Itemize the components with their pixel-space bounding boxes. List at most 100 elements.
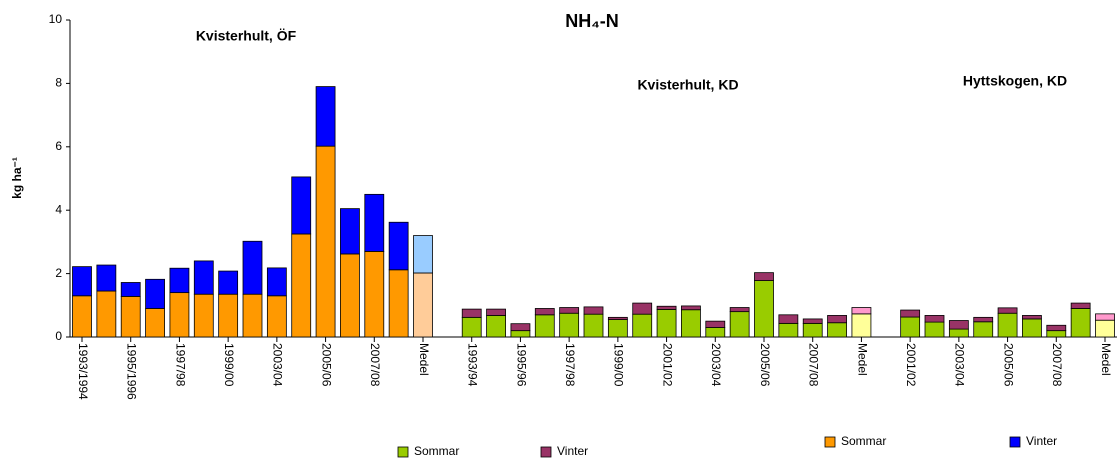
- x-tick-label: 1997/98: [563, 343, 577, 387]
- bar-segment: [96, 264, 117, 292]
- bar-segment: [388, 269, 409, 338]
- bar-segment: [754, 280, 774, 338]
- annotation: Kvisterhult, KD: [637, 77, 738, 93]
- bar-segment: [340, 253, 360, 338]
- bar-segment: [632, 313, 653, 338]
- bar-segment: [242, 293, 263, 338]
- bar-segment: [1095, 313, 1115, 321]
- bar-segment: [364, 251, 385, 338]
- bar-segment: [583, 306, 604, 315]
- bar-segment: [461, 316, 482, 338]
- bar-segment: [510, 330, 531, 338]
- bar-segment: [120, 282, 141, 297]
- x-tick-label: 2001/02: [660, 343, 674, 387]
- y-axis-label: kg ha⁻¹: [10, 157, 24, 199]
- bar-segment: [1095, 319, 1115, 338]
- bar-segment: [802, 322, 823, 338]
- bar-segment: [1022, 315, 1042, 320]
- legend-label: Vinter: [1026, 434, 1057, 448]
- bar-segment: [1070, 302, 1091, 309]
- bar-segment: [973, 321, 994, 338]
- y-tick-label: 10: [49, 12, 63, 26]
- legend-swatch: [1009, 436, 1021, 448]
- annotation: Kvisterhult, ÖF: [196, 28, 297, 44]
- legend-label: Vinter: [557, 444, 588, 458]
- bar-segment: [559, 307, 580, 314]
- bar-segment: [607, 319, 628, 338]
- bar-segment: [705, 327, 726, 338]
- bar-segment: [827, 315, 847, 324]
- bar-segment: [900, 309, 921, 318]
- x-tick-label: 2007/08: [807, 343, 821, 387]
- bar-segment: [340, 208, 360, 255]
- x-tick-label: Medel: [855, 343, 869, 376]
- x-tick-label: 1993/94: [466, 343, 480, 387]
- bar-segment: [218, 270, 239, 295]
- bar-segment: [510, 323, 531, 332]
- bar-segment: [266, 295, 287, 338]
- legend-swatch: [397, 446, 409, 458]
- bar-segment: [948, 328, 969, 338]
- bar-segment: [291, 233, 312, 338]
- bar-segment: [997, 307, 1018, 314]
- bar-segment: [364, 193, 385, 252]
- x-tick-label: 1997/98: [173, 343, 187, 387]
- bar-segment: [120, 296, 141, 338]
- bar-segment: [388, 221, 409, 271]
- x-tick-label: Medel: [417, 343, 431, 376]
- y-tick-label: 0: [55, 329, 62, 343]
- bar-segment: [413, 272, 433, 338]
- bar-segment: [924, 315, 945, 323]
- x-tick-label: 2003/04: [271, 343, 285, 387]
- bar-segment: [169, 292, 190, 338]
- x-tick-label: 2005/06: [1001, 343, 1015, 387]
- bar-segment: [242, 240, 263, 295]
- legend-label: Sommar: [841, 434, 886, 448]
- bar-segment: [656, 309, 677, 338]
- bar-segment: [607, 316, 628, 320]
- bar-segment: [534, 314, 555, 338]
- bar-segment: [266, 267, 287, 297]
- x-tick-label: 2001/02: [904, 343, 918, 387]
- x-tick-label: 2007/08: [368, 343, 382, 387]
- annotation: Hyttskogen, KD: [963, 73, 1067, 89]
- x-tick-label: 2007/08: [1050, 343, 1064, 387]
- bar-segment: [754, 272, 774, 281]
- legend-swatch: [540, 446, 552, 458]
- bar-segment: [778, 322, 799, 338]
- bar-segment: [705, 320, 726, 328]
- y-tick-label: 8: [55, 76, 62, 90]
- bar-segment: [193, 293, 214, 338]
- bar-segment: [851, 307, 872, 315]
- bar-segment: [583, 313, 604, 338]
- x-tick-label: Medel: [1099, 343, 1113, 376]
- y-tick-label: 4: [55, 202, 62, 216]
- legend-label: Sommar: [414, 444, 459, 458]
- bar-segment: [145, 308, 165, 338]
- x-tick-label: 1995/1996: [125, 343, 139, 400]
- bar-segment: [169, 267, 190, 294]
- x-tick-label: 2003/04: [709, 343, 723, 387]
- legend-swatch: [824, 436, 836, 448]
- bar-segment: [486, 308, 506, 316]
- bar-segment: [778, 314, 799, 324]
- bar-segment: [72, 266, 92, 297]
- chart-title: NH₄-N: [565, 11, 619, 31]
- bar-segment: [729, 311, 750, 338]
- bar-segment: [145, 278, 165, 309]
- bar-segment: [291, 176, 312, 235]
- bar-segment: [1046, 324, 1067, 332]
- bar-segment: [973, 316, 994, 323]
- bar-segment: [72, 295, 92, 338]
- bar-segment: [851, 313, 872, 338]
- bar-segment: [827, 322, 847, 338]
- bar-segment: [1070, 308, 1091, 338]
- bar-segment: [924, 321, 945, 338]
- bar-segment: [729, 307, 750, 313]
- x-tick-label: 1995/96: [514, 343, 528, 387]
- bar-segment: [534, 308, 555, 316]
- bar-segment: [681, 309, 701, 338]
- x-tick-label: 2005/06: [319, 343, 333, 387]
- bar-segment: [486, 315, 506, 338]
- bar-segment: [461, 308, 482, 318]
